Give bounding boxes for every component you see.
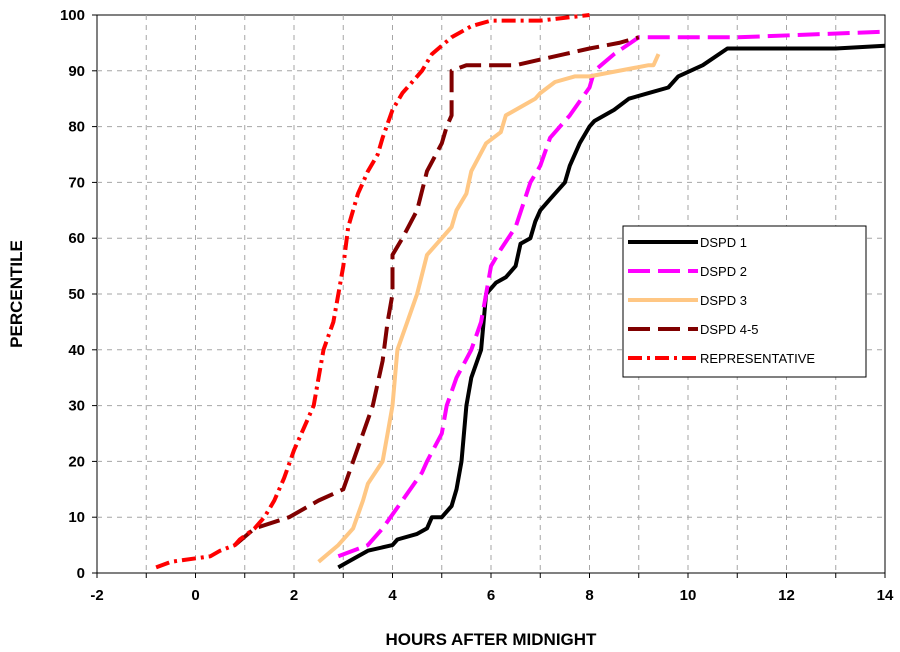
x-tick-label: 0	[191, 587, 199, 604]
x-tick-label: 8	[585, 587, 593, 604]
y-axis-title: PERCENTILE	[7, 240, 26, 348]
x-tick-label: 4	[388, 587, 397, 604]
legend-label-3: DSPD 3	[700, 293, 747, 308]
series-line-2	[337, 29, 886, 559]
y-tick-label: 100	[60, 7, 85, 24]
series-line-4	[233, 35, 640, 547]
y-tick-label: 80	[68, 119, 85, 136]
x-axis-title: HOURS AFTER MIDNIGHT	[386, 630, 598, 649]
y-tick-label: 30	[68, 398, 85, 415]
x-tick-label: 14	[877, 587, 894, 604]
y-tick-label: 50	[68, 286, 85, 303]
grid	[97, 15, 885, 573]
series-line-1	[337, 43, 886, 570]
y-tick-label: 40	[68, 342, 85, 359]
legend-label-1: DSPD 1	[700, 235, 747, 250]
y-tick-label: 10	[68, 509, 85, 526]
series-layer	[155, 13, 886, 570]
legend-label-4: DSPD 4-5	[700, 322, 759, 337]
y-tick-label: 0	[77, 565, 85, 582]
legend-label-2: DSPD 2	[700, 264, 747, 279]
x-tick-label: 6	[487, 587, 495, 604]
x-tick-label: 2	[290, 587, 298, 604]
legend: DSPD 1 DSPD 2 DSPD 3 DSPD 4-5 REPRESENTATIVE	[622, 225, 867, 378]
x-tick-label: -2	[90, 587, 103, 604]
x-tick-label: 12	[778, 587, 795, 604]
y-tick-label: 70	[68, 174, 85, 191]
tick-layer: 0 10 20 30 40 50 60 70 80 90 100 -2 0 2 4 6 8 10 12 14	[60, 7, 894, 604]
y-tick-label: 60	[68, 230, 85, 247]
series-line-5	[155, 13, 590, 570]
x-tick-label: 10	[680, 587, 697, 604]
y-tick-label: 20	[68, 453, 85, 470]
series-line-3	[317, 53, 661, 564]
legend-label-5: REPRESENTATIVE	[700, 351, 815, 366]
y-tick-label: 90	[68, 63, 85, 80]
